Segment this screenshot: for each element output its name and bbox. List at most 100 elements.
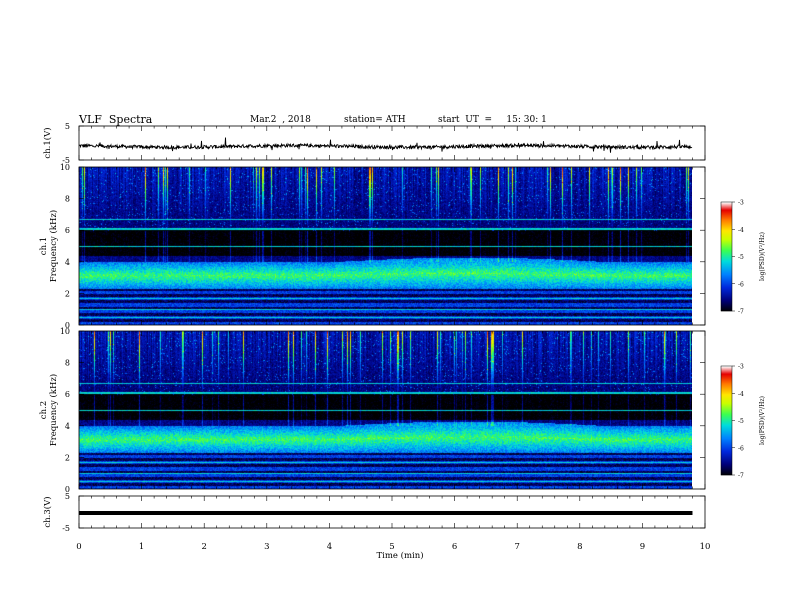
- colorbar-cell: [721, 389, 732, 391]
- colorbar-cell: [721, 265, 732, 267]
- colorbar-cell: [721, 208, 732, 210]
- colorbar-cell: [721, 428, 732, 430]
- colorbar-cell: [721, 210, 732, 212]
- colorbar-cell: [721, 202, 732, 204]
- colorbar-cell: [721, 240, 732, 242]
- colorbar-cell: [721, 462, 732, 464]
- colorbar-cell: [721, 303, 732, 305]
- colorbar-cell: [721, 381, 732, 383]
- y-tick-label: 6: [65, 390, 70, 399]
- colorbar-cell: [721, 411, 732, 413]
- colorbar-cell: [721, 251, 732, 253]
- colorbar-cell: [721, 273, 732, 275]
- colorbar-tick-label: -4: [738, 227, 744, 234]
- colorbar-cell: [721, 432, 732, 434]
- y-tick-label: 10: [60, 163, 70, 172]
- colorbar-cell: [721, 232, 732, 234]
- y-axis-label: ch.2: [39, 401, 49, 419]
- colorbar-cell: [721, 429, 732, 431]
- colorbar-cell: [721, 400, 732, 402]
- colorbar-cell: [721, 245, 732, 247]
- colorbar-cell: [721, 262, 732, 264]
- x-tick-label: 8: [577, 542, 582, 552]
- x-axis-label: Time (min): [376, 550, 423, 561]
- colorbar-cell: [721, 472, 732, 474]
- colorbar-cell: [721, 278, 732, 280]
- colorbar-tick-label: -6: [738, 281, 744, 288]
- colorbar-cell: [721, 375, 732, 377]
- colorbar-cell: [721, 223, 732, 225]
- colorbar-cell: [721, 376, 732, 378]
- colorbar-cell: [721, 255, 732, 257]
- colorbar-cell: [721, 291, 732, 293]
- colorbar-cell: [721, 370, 732, 372]
- colorbar-cell: [721, 460, 732, 462]
- colorbar-label: log(PSD)(V²/Hz): [759, 396, 766, 445]
- colorbar-cell: [721, 422, 732, 424]
- colorbar-cell: [721, 373, 732, 375]
- colorbar-cell: [721, 386, 732, 388]
- colorbar-cell: [721, 264, 732, 266]
- colorbar-cell: [721, 451, 732, 453]
- colorbar-cell: [721, 403, 732, 405]
- y-tick-label: 0: [65, 485, 70, 494]
- y-tick-label: 2: [65, 289, 70, 298]
- colorbar-cell: [721, 218, 732, 220]
- colorbar-cell: [721, 213, 732, 215]
- colorbar-cell: [721, 288, 732, 290]
- colorbar-cell: [721, 394, 732, 396]
- colorbar-cell: [721, 471, 732, 473]
- colorbar-cell: [721, 281, 732, 283]
- colorbar-cell: [721, 207, 732, 209]
- colorbar-cell: [721, 463, 732, 465]
- colorbar-cell: [721, 371, 732, 373]
- colorbar-cell: [721, 441, 732, 443]
- colorbar-cell: [721, 204, 732, 206]
- colorbar-cell: [721, 228, 732, 230]
- colorbar-cell: [721, 285, 732, 287]
- colorbar-cell: [721, 384, 732, 386]
- colorbar-cell: [721, 309, 732, 311]
- colorbar-cell: [721, 214, 732, 216]
- ch1-waveform-axes: 5 -5 ch.1(V): [42, 122, 706, 165]
- colorbar-cell: [721, 417, 732, 419]
- colorbar-cell: [721, 268, 732, 270]
- y-tick-label: 8: [65, 195, 70, 204]
- colorbar-cell: [721, 244, 732, 246]
- colorbar-cell: [721, 248, 732, 250]
- y-tick-label: 5: [65, 122, 70, 131]
- colorbar-cell: [721, 274, 732, 276]
- colorbar-cell: [721, 378, 732, 380]
- colorbar-cell: [721, 413, 732, 415]
- colorbar-cell: [721, 369, 732, 371]
- ch1-spectrogram-colorbar: -3 -4 -5 -6 -7 log(PSD)(V²/Hz): [720, 200, 766, 316]
- colorbar-cell: [721, 241, 732, 243]
- colorbar-cell: [721, 205, 732, 207]
- colorbar-cell: [721, 382, 732, 384]
- x-tick-label: 7: [514, 542, 519, 552]
- colorbar-cell: [721, 257, 732, 259]
- colorbar-cell: [721, 206, 732, 208]
- x-tick-label: 9: [640, 542, 645, 552]
- colorbar-cell: [721, 237, 732, 239]
- colorbar-cell: [721, 271, 732, 273]
- colorbar-cell: [721, 448, 732, 450]
- colorbar-cell: [721, 383, 732, 385]
- colorbar-cell: [721, 436, 732, 438]
- colorbar-tick-label: -5: [738, 254, 744, 261]
- colorbar-cell: [721, 420, 732, 422]
- colorbar-cell: [721, 457, 732, 459]
- colorbar-cell: [721, 461, 732, 463]
- colorbar-cell: [721, 254, 732, 256]
- start-time-label: start UT = 15: 30: 1: [438, 115, 547, 125]
- colorbar-cell: [721, 404, 732, 406]
- colorbar-cell: [721, 259, 732, 261]
- colorbar-cell: [721, 458, 732, 460]
- colorbar-cell: [721, 440, 732, 442]
- y-axis-label: ch.1: [39, 237, 49, 255]
- colorbar-cell: [721, 235, 732, 237]
- colorbar-cell: [721, 430, 732, 432]
- colorbar-cell: [721, 302, 732, 304]
- ch2-spectrogram: [79, 331, 692, 489]
- colorbar-cell: [721, 377, 732, 379]
